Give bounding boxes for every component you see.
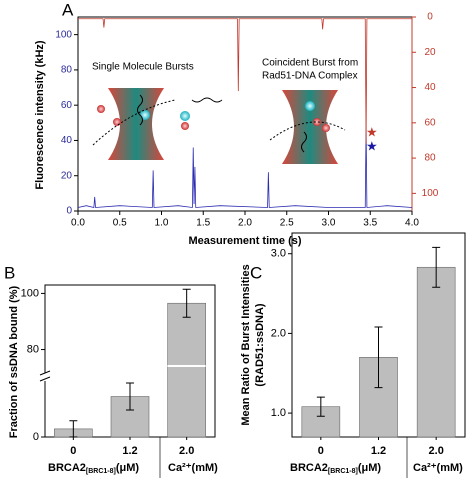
panel-label: B	[4, 263, 15, 282]
annotation: Coincident Burst from	[262, 58, 358, 69]
axis-break	[39, 370, 51, 382]
illustration: ★ ★	[92, 88, 378, 164]
x-label-sub: [BRC1-8]	[86, 468, 116, 475]
y-tick-label: 2.0	[271, 327, 286, 339]
y-axis-title: Mean Ratio of Burst Intensities	[240, 264, 252, 425]
y-tick-label: 20	[61, 170, 73, 181]
y-axis-title: (RAD51:ssDNA)	[254, 303, 266, 386]
x-tick-label: 0.0	[71, 218, 85, 229]
y-axis-title: Fraction of ssDNA bound (%)	[8, 285, 20, 438]
bar	[416, 266, 456, 438]
svg-text:★: ★	[366, 138, 378, 153]
y-tick-label: 40	[61, 135, 73, 146]
error-bar	[316, 396, 325, 417]
x-axis-title: Ca²⁺(mM)	[413, 462, 463, 474]
x-axis-title: Measurement time (s)	[188, 235, 301, 247]
trace	[78, 18, 412, 144]
y2-tick-label: 80	[424, 153, 436, 164]
error-bar	[182, 288, 191, 318]
x-tick-label: 2.0	[179, 445, 194, 457]
error-bar	[432, 246, 441, 288]
x-label-unit: (μM)	[116, 462, 140, 474]
x-tick-label: 1.0	[155, 218, 169, 229]
y-tick-label: 1.0	[271, 407, 286, 419]
x-axis-title: BRCA2[BRC1-8](μM)	[48, 462, 139, 475]
x-tick-label: 2.0	[238, 218, 252, 229]
x-label-unit: (μM)	[358, 462, 382, 474]
panel-label: C	[250, 263, 262, 282]
x-tick-label: 1.2	[371, 445, 386, 457]
x-label: BRCA2	[290, 462, 328, 474]
y-tick-label: 80	[27, 343, 39, 355]
x-label: BRCA2	[48, 462, 86, 474]
y-tick-label: 80	[61, 65, 73, 76]
y2-tick-label: 60	[424, 117, 436, 128]
x-axis-title: BRCA2[BRC1-8](μM)	[290, 462, 381, 475]
y-tick-label: 100	[21, 287, 39, 299]
y-tick-label: 0	[66, 206, 72, 217]
x-tick-label: 2.0	[429, 445, 444, 457]
error-bar	[126, 382, 134, 411]
y2-tick-label: 100	[422, 188, 439, 199]
annotation: Single Molecule Bursts	[92, 62, 194, 73]
x-tick-label: 0.5	[113, 218, 127, 229]
y-tick-label: 60	[61, 100, 73, 111]
annotation: Rad51-DNA Complex	[262, 71, 358, 82]
y2-tick-label: 20	[424, 47, 436, 58]
panel-label: A	[62, 0, 74, 19]
x-tick-label: 1.2	[122, 445, 137, 457]
y-tick-label: 100	[55, 29, 72, 40]
x-label-sub: [BRC1-8]	[328, 468, 358, 475]
x-tick-label: 1.5	[196, 218, 210, 229]
axis-break	[43, 373, 47, 381]
x-tick-label: 4.0	[405, 218, 419, 229]
x-tick-label: 0	[318, 445, 324, 457]
x-axis-title: Ca²⁺(mM)	[168, 462, 218, 474]
x-tick-label: 0	[70, 445, 76, 457]
y2-tick-label: 40	[424, 82, 436, 93]
y2-tick-label: 0	[427, 12, 433, 23]
x-tick-label: 3.5	[363, 218, 377, 229]
trace	[77, 124, 413, 208]
y-axis-title: Fluorescence intensity (kHz)	[34, 40, 46, 189]
svg-text:★: ★	[366, 124, 378, 139]
bar	[167, 302, 206, 438]
y-tick-label: 0	[33, 431, 39, 443]
x-tick-label: 3.0	[322, 218, 336, 229]
error-bar	[374, 326, 383, 389]
y-tick-label: 3.0	[271, 248, 286, 260]
x-tick-label: 2.5	[280, 218, 294, 229]
